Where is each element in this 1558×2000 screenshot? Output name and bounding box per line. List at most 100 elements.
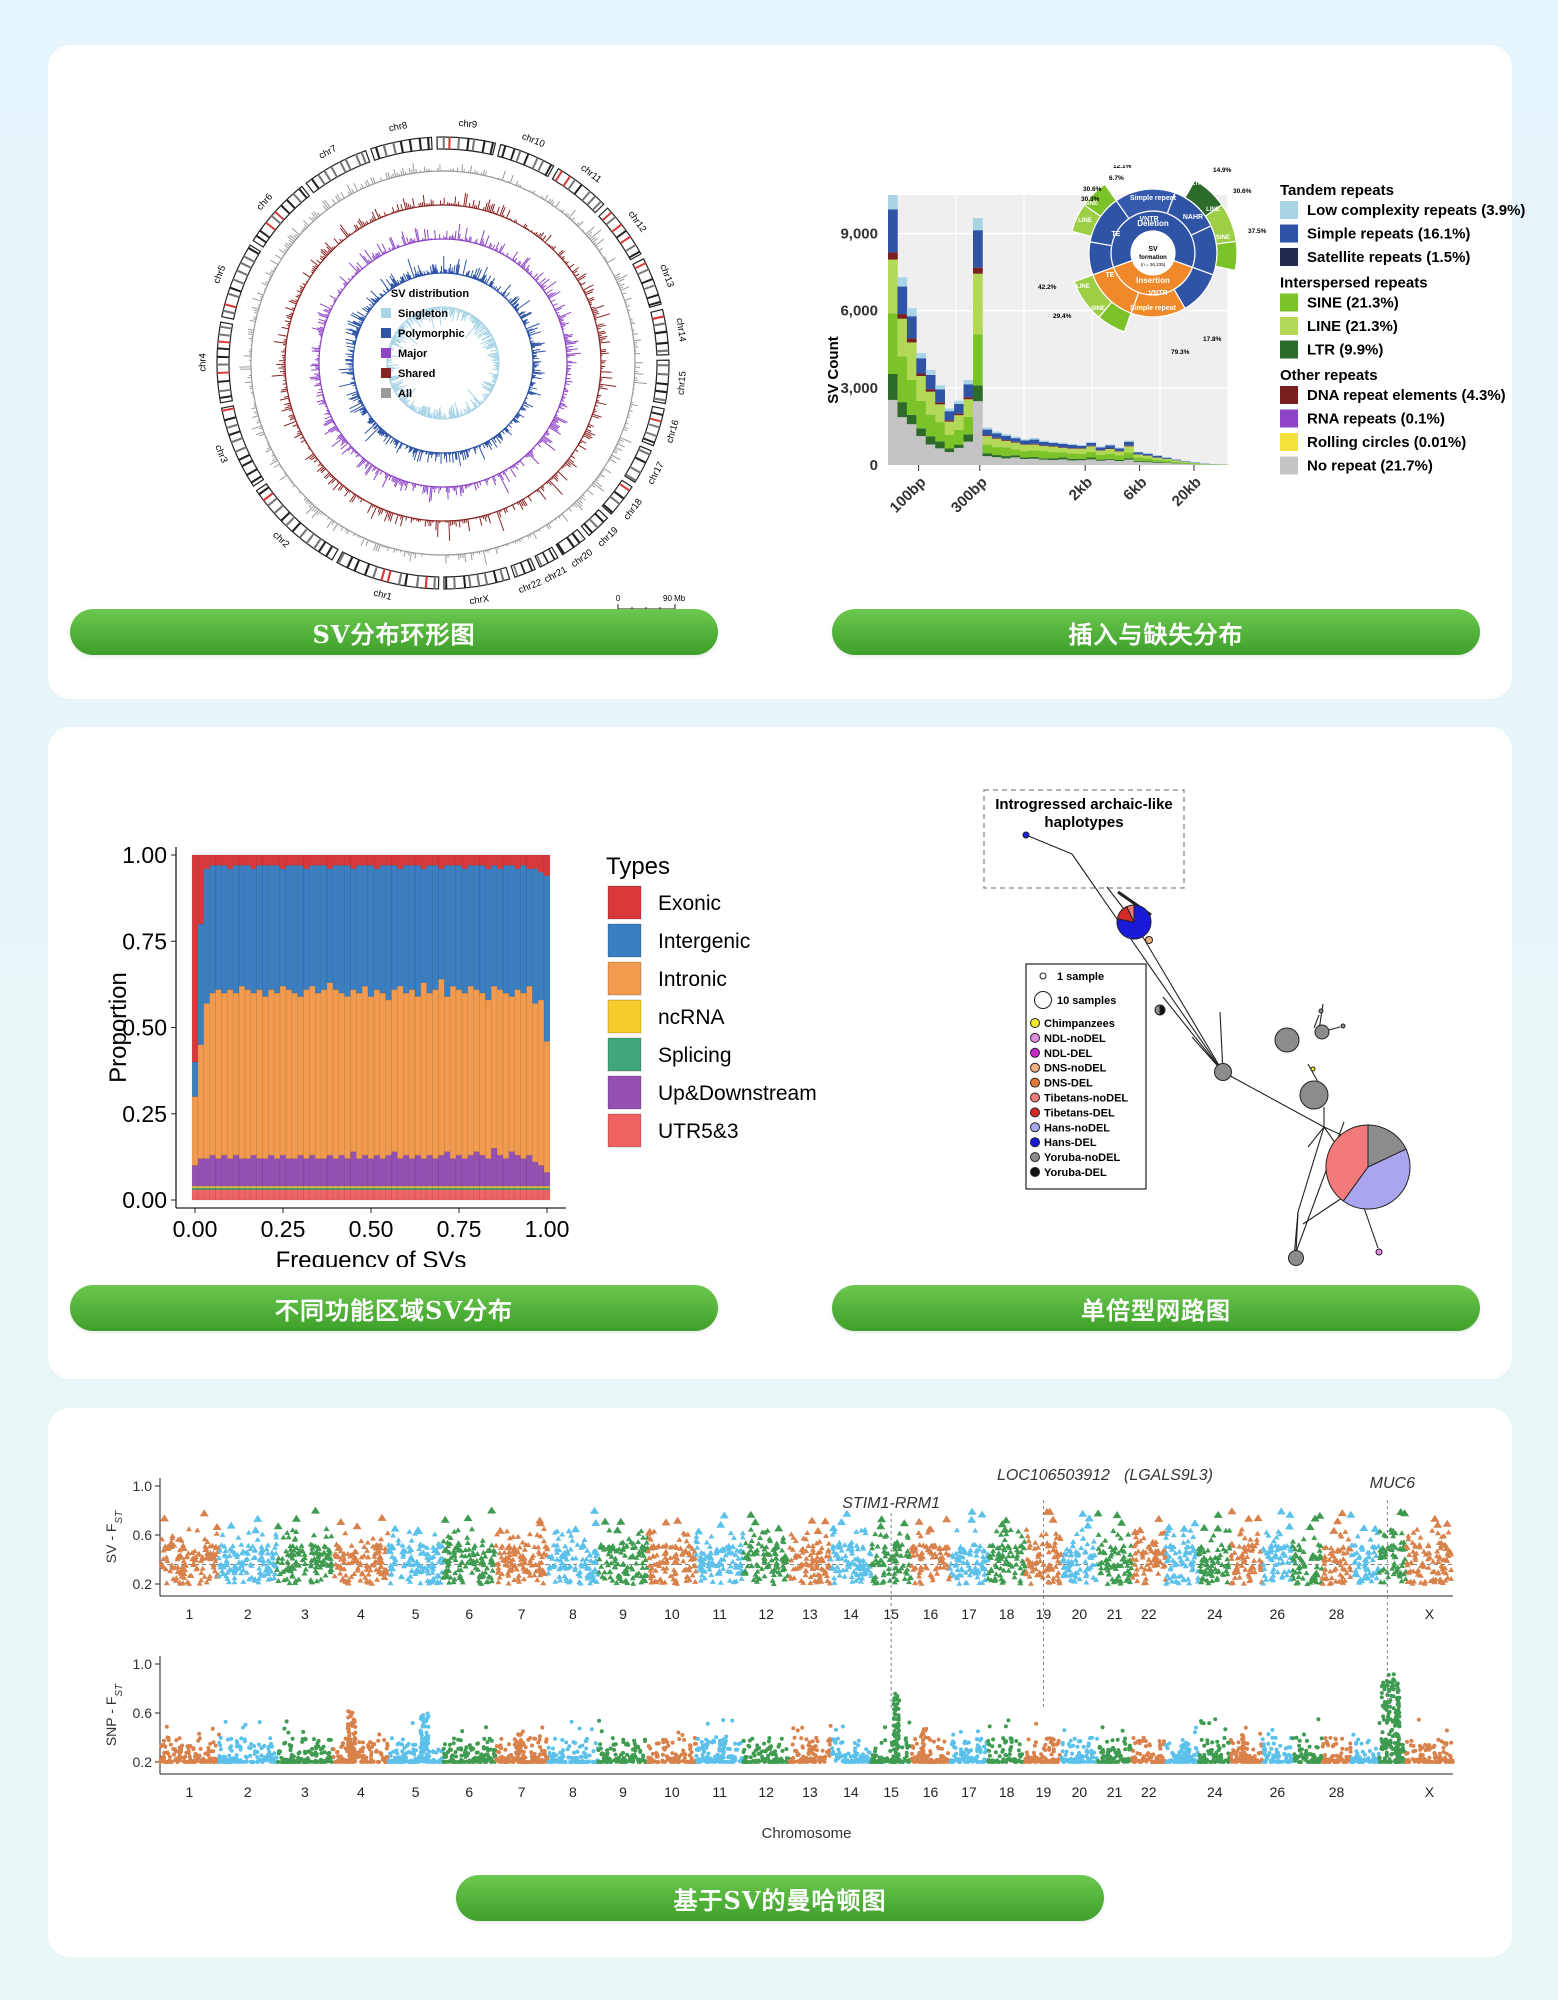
y-tick-label: 0.00 xyxy=(122,1187,167,1213)
indel-bar-segment xyxy=(1124,445,1134,447)
legend-swatch xyxy=(1280,340,1298,359)
manhattan-points xyxy=(1346,1510,1382,1585)
legend-swatch xyxy=(1280,293,1298,312)
chromosome-band xyxy=(501,145,507,158)
chromosome-band xyxy=(629,466,642,474)
indel-button[interactable]: 插入与缺失分布 xyxy=(832,609,1480,655)
manhattan-button[interactable]: 基于SV的曼哈顿图 xyxy=(456,1875,1104,1921)
chromosome-band xyxy=(372,566,378,579)
functional-bar-segment xyxy=(373,1185,381,1189)
functional-bar-segment xyxy=(273,854,281,866)
indel-bar-segment xyxy=(1114,451,1125,456)
functional-bar-segment xyxy=(332,854,339,866)
functional-bar-segment xyxy=(403,1185,410,1189)
chromosome-band xyxy=(346,556,354,569)
functional-bar-segment xyxy=(268,1187,275,1190)
circos-button[interactable]: SV分布环形图 xyxy=(70,609,718,655)
functional-bar-segment xyxy=(350,1189,357,1201)
indel-bar-segment xyxy=(1048,458,1059,461)
indel-bar-segment xyxy=(1076,453,1087,459)
chromosome-band xyxy=(374,146,381,159)
functional-bar-segment xyxy=(361,854,369,866)
functional-bar-segment xyxy=(209,1189,216,1201)
chromosome-band xyxy=(255,234,267,244)
chromosome-band xyxy=(292,192,303,204)
indel-bar-segment xyxy=(925,436,936,445)
functional-bar-segment xyxy=(326,1185,334,1189)
functional-bar-segment xyxy=(379,1158,386,1187)
indel-bar-segment xyxy=(1124,441,1134,446)
legend-label: LINE (21.3%) xyxy=(1307,318,1398,335)
functional-bar-segment xyxy=(344,1158,351,1187)
sunburst-label: VNTR xyxy=(1139,216,1158,223)
functional-bar-segment xyxy=(449,1158,457,1187)
indel-bar-segment xyxy=(1058,459,1068,465)
indel-bar-segment xyxy=(1076,445,1087,449)
functional-button[interactable]: 不同功能区域SV分布 xyxy=(70,1285,718,1331)
functional-bar-segment xyxy=(408,1185,416,1189)
network-legend-label: Yoruba-DEL xyxy=(1044,1167,1107,1179)
haplotype-button[interactable]: 单倍型网路图 xyxy=(832,1285,1480,1331)
chromosome-label: 28 xyxy=(1329,1784,1345,1800)
functional-bar-segment xyxy=(414,1189,422,1201)
functional-bar-segment xyxy=(432,865,439,990)
functional-bar-segment xyxy=(444,854,451,866)
functional-bar-segment xyxy=(449,865,457,987)
chromosome-band xyxy=(217,363,230,366)
y-axis-label: SV Count xyxy=(825,336,842,404)
indel-bar-segment xyxy=(973,401,983,465)
circos-legend: SV distribution Singleton Polymorphic Major… xyxy=(381,288,469,400)
legend-group-title: Interspersed repeats xyxy=(1280,275,1428,292)
functional-bar-segment xyxy=(526,1185,533,1189)
functional-bar-segment xyxy=(508,1187,515,1190)
circos-legend-label: Major xyxy=(398,348,428,360)
chromosome-band xyxy=(433,576,436,589)
functional-bar-segment xyxy=(332,989,339,1159)
functional-bar-segment xyxy=(197,1158,205,1187)
functional-bar-segment xyxy=(315,1187,322,1190)
chromosome-band xyxy=(218,333,231,337)
functional-bar-segment xyxy=(520,854,527,866)
annotation-label: MUC6 xyxy=(1370,1475,1415,1492)
functional-bar-segment xyxy=(279,985,287,1156)
indel-bar-segment xyxy=(1180,464,1191,465)
manhattan-points xyxy=(596,1517,651,1586)
legend-title: Types xyxy=(606,853,670,880)
chromosome-label: chr20 xyxy=(569,547,595,570)
functional-bar-segment xyxy=(250,992,257,1156)
functional-bar-segment xyxy=(491,1187,498,1190)
indel-bar-segment xyxy=(1152,462,1163,465)
chromosome-label: chr14 xyxy=(674,317,688,342)
functional-bar-segment xyxy=(520,865,527,994)
network-node xyxy=(1299,1080,1329,1110)
functional-bar-segment xyxy=(543,1189,551,1201)
functional-bar-segment xyxy=(215,1158,222,1187)
indel-bar-segment xyxy=(1029,443,1040,445)
functional-bar-segment xyxy=(303,1158,310,1187)
functional-bar-segment xyxy=(338,1185,345,1189)
functional-bar-segment xyxy=(273,1189,281,1201)
functional-bar-segment xyxy=(361,985,369,1156)
chromosome-label: 21 xyxy=(1107,1784,1123,1800)
manhattan-points xyxy=(217,1719,279,1764)
indel-bar-segment xyxy=(1086,441,1097,443)
functional-bar-segment xyxy=(315,1158,322,1187)
chromosome-band xyxy=(291,521,302,533)
functional-bar-segment xyxy=(426,992,433,1156)
functional-bar-segment xyxy=(444,1151,451,1187)
indel-bar-segment xyxy=(906,424,917,465)
functional-bar-segment xyxy=(438,854,445,870)
indel-bar-segment xyxy=(1161,462,1172,465)
sunburst-outer-label: LTR xyxy=(1191,181,1203,187)
sunburst-ring-deletion xyxy=(1088,241,1115,276)
functional-bar-segment xyxy=(514,989,521,1156)
chromosome-band xyxy=(399,140,404,153)
functional-bar-segment xyxy=(315,1185,322,1189)
chromosome-ideogram xyxy=(220,405,265,487)
chromosome-band xyxy=(476,574,481,587)
functional-bar-segment xyxy=(303,1187,310,1190)
indel-bar-segment xyxy=(935,422,945,442)
functional-bar-segment xyxy=(438,978,445,1156)
indel-bar-segment xyxy=(1114,448,1125,451)
functional-bar-segment xyxy=(215,865,222,990)
